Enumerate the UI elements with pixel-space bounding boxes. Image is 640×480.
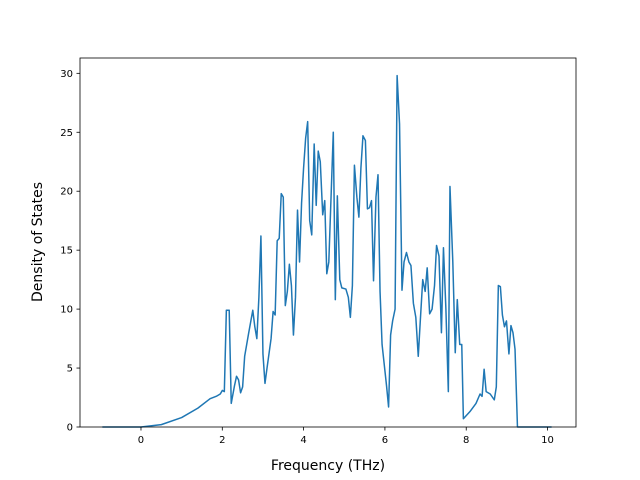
axes-frame — [79, 57, 577, 428]
x-tick-label: 4 — [300, 435, 306, 446]
x-tick-label: 10 — [541, 435, 554, 446]
x-tick-label: 0 — [138, 435, 144, 446]
y-tick-label: 15 — [60, 246, 73, 257]
x-tick-label: 6 — [382, 435, 388, 446]
x-axis-label: Frequency (THz) — [271, 458, 385, 474]
x-tick-label: 2 — [219, 435, 225, 446]
x-tick-label: 8 — [463, 435, 469, 446]
y-tick-label: 20 — [60, 187, 73, 198]
y-axis-label: Density of States — [30, 182, 46, 302]
y-tick-label: 0 — [67, 423, 73, 434]
y-tick-label: 25 — [60, 128, 73, 139]
y-tick-label: 5 — [67, 364, 73, 375]
y-tick-label: 30 — [60, 69, 73, 80]
dos-line — [102, 74, 552, 428]
y-tick-label: 10 — [60, 305, 73, 316]
